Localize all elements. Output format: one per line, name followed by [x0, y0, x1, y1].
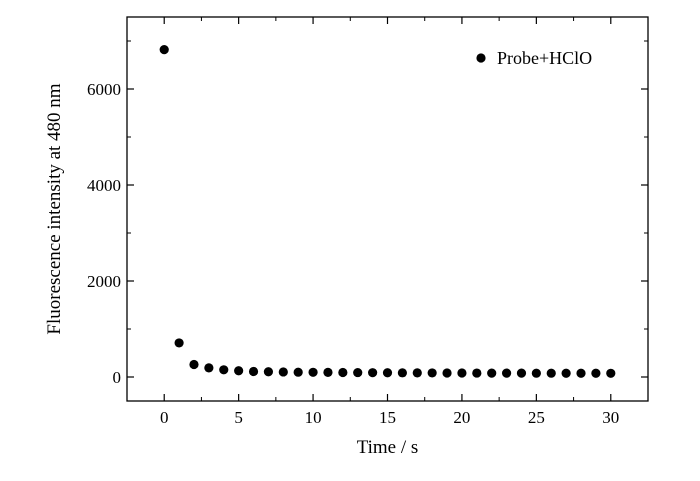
x-tick-label: 15 [379, 408, 396, 427]
data-point [353, 367, 363, 378]
data-point [531, 368, 541, 378]
data-point [606, 368, 616, 378]
data-point [382, 368, 393, 378]
y-tick-label: 0 [113, 368, 122, 387]
data-point [278, 367, 288, 377]
major-ticks [127, 17, 648, 401]
data-point [412, 368, 422, 378]
x-tick-label: 25 [528, 408, 545, 427]
legend: Probe+HClO [476, 48, 592, 68]
data-point [487, 368, 497, 378]
data-point [234, 366, 244, 376]
x-tick-label: 5 [234, 408, 243, 427]
data-points [159, 45, 616, 378]
data-point [263, 367, 274, 377]
tick-labels: 0 5 10 15 20 25 30 0 2000 4000 6000 [87, 80, 619, 427]
data-point [323, 367, 333, 377]
data-point [576, 368, 586, 378]
data-point [472, 368, 482, 378]
x-axis-title: Time / s [357, 437, 419, 458]
data-point [501, 368, 512, 378]
data-point [397, 368, 407, 378]
data-point [338, 367, 348, 378]
x-tick-label: 0 [160, 408, 169, 427]
x-tick-label: 30 [602, 408, 619, 427]
y-tick-label: 4000 [87, 176, 121, 195]
data-point [516, 368, 527, 378]
data-point [219, 365, 229, 375]
data-point [159, 45, 169, 55]
data-point [546, 368, 556, 378]
x-tick-label: 10 [305, 408, 322, 427]
x-tick-label: 20 [453, 408, 470, 427]
legend-label: Probe+HClO [497, 48, 592, 68]
data-point [561, 368, 571, 378]
data-point [174, 338, 184, 348]
minor-ticks [126, 17, 649, 401]
y-tick-label: 6000 [87, 80, 121, 99]
data-point [293, 367, 303, 377]
data-point [457, 368, 467, 378]
data-point [427, 368, 437, 378]
y-axis-title: Fluorescence intensity at 480 nm [44, 83, 65, 334]
data-point [204, 363, 214, 373]
data-point [591, 368, 601, 378]
plot-frame [126, 16, 649, 402]
data-point [308, 367, 318, 377]
legend-marker [476, 53, 486, 63]
data-point [442, 368, 452, 378]
data-point [248, 366, 259, 377]
data-point [189, 359, 199, 370]
y-tick-label: 2000 [87, 272, 121, 291]
data-point [368, 368, 378, 378]
